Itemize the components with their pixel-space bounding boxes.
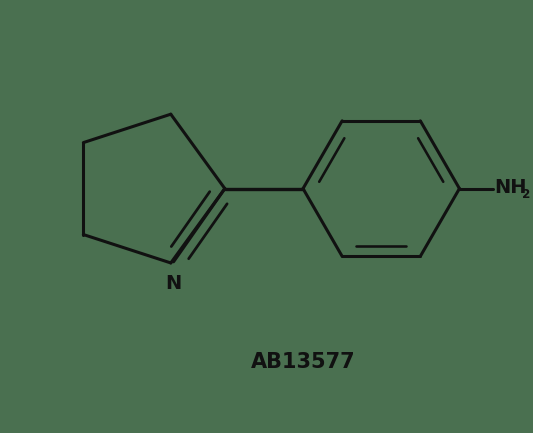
Text: AB13577: AB13577 (251, 352, 356, 372)
Text: N: N (165, 275, 182, 293)
Text: NH: NH (494, 178, 527, 197)
Text: 2: 2 (522, 188, 531, 201)
